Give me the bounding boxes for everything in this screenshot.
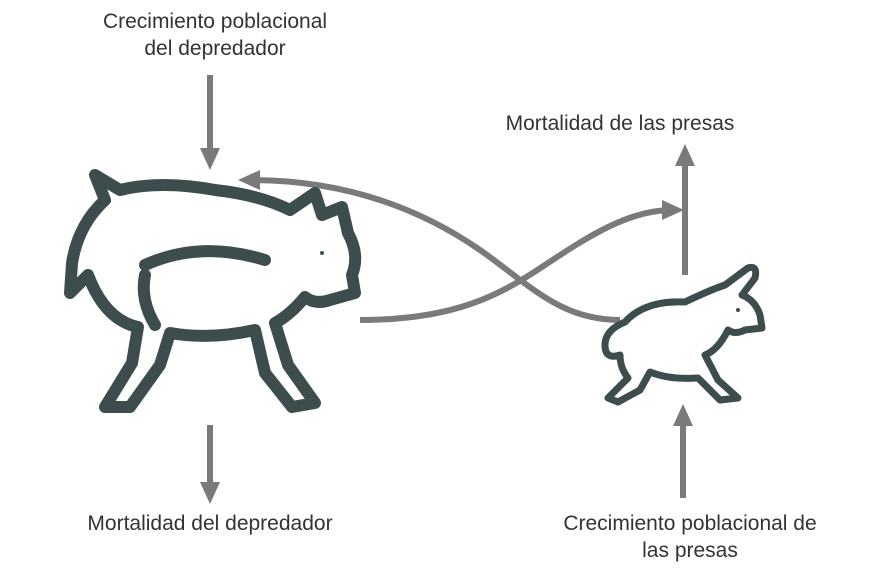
arrow-predator-to-prey bbox=[360, 210, 672, 320]
diagram-svg bbox=[0, 0, 877, 582]
predator-icon bbox=[70, 175, 355, 407]
prey-icon bbox=[605, 267, 762, 402]
